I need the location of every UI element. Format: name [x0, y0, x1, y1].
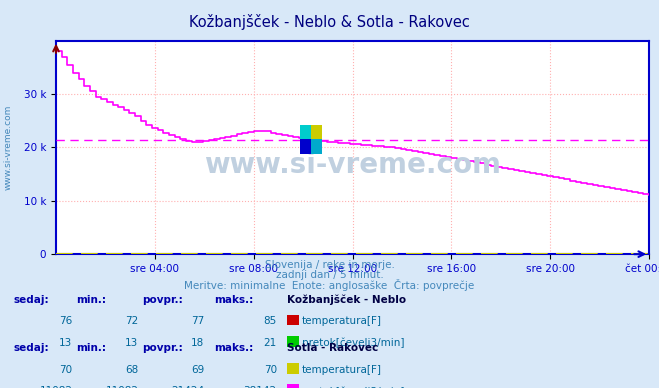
Text: zadnji dan / 5 minut.: zadnji dan / 5 minut. — [275, 270, 384, 280]
Text: 70: 70 — [264, 365, 277, 375]
Text: Slovenija / reke in morje.: Slovenija / reke in morje. — [264, 260, 395, 270]
Text: pretok[čevelj3/min]: pretok[čevelj3/min] — [302, 338, 405, 348]
Text: min.:: min.: — [76, 295, 106, 305]
Text: 13: 13 — [125, 338, 138, 348]
Text: Meritve: minimalne  Enote: anglosaške  Črta: povprečje: Meritve: minimalne Enote: anglosaške Črt… — [185, 279, 474, 291]
Text: Kožbanjšček - Neblo: Kožbanjšček - Neblo — [287, 295, 406, 305]
Text: 18: 18 — [191, 338, 204, 348]
Text: povpr.:: povpr.: — [142, 295, 183, 305]
Text: maks.:: maks.: — [214, 343, 254, 353]
Text: 38142: 38142 — [244, 386, 277, 388]
Text: temperatura[F]: temperatura[F] — [302, 316, 382, 326]
Text: 77: 77 — [191, 316, 204, 326]
Text: 85: 85 — [264, 316, 277, 326]
Text: 70: 70 — [59, 365, 72, 375]
Text: Kožbanjšček - Neblo & Sotla - Rakovec: Kožbanjšček - Neblo & Sotla - Rakovec — [189, 14, 470, 29]
Text: 13: 13 — [59, 338, 72, 348]
Text: 11082: 11082 — [40, 386, 72, 388]
Text: www.si-vreme.com: www.si-vreme.com — [204, 151, 501, 178]
Text: 76: 76 — [59, 316, 72, 326]
Text: 68: 68 — [125, 365, 138, 375]
Text: min.:: min.: — [76, 343, 106, 353]
Text: pretok[čevelj3/min]: pretok[čevelj3/min] — [302, 386, 405, 388]
Text: povpr.:: povpr.: — [142, 343, 183, 353]
Text: 11082: 11082 — [105, 386, 138, 388]
Text: maks.:: maks.: — [214, 295, 254, 305]
Text: 72: 72 — [125, 316, 138, 326]
Text: Sotla - Rakovec: Sotla - Rakovec — [287, 343, 378, 353]
Text: www.si-vreme.com: www.si-vreme.com — [3, 105, 13, 190]
Text: 69: 69 — [191, 365, 204, 375]
Text: sedaj:: sedaj: — [13, 343, 49, 353]
Text: sedaj:: sedaj: — [13, 295, 49, 305]
Text: 21: 21 — [264, 338, 277, 348]
Text: 21424: 21424 — [171, 386, 204, 388]
Text: temperatura[F]: temperatura[F] — [302, 365, 382, 375]
